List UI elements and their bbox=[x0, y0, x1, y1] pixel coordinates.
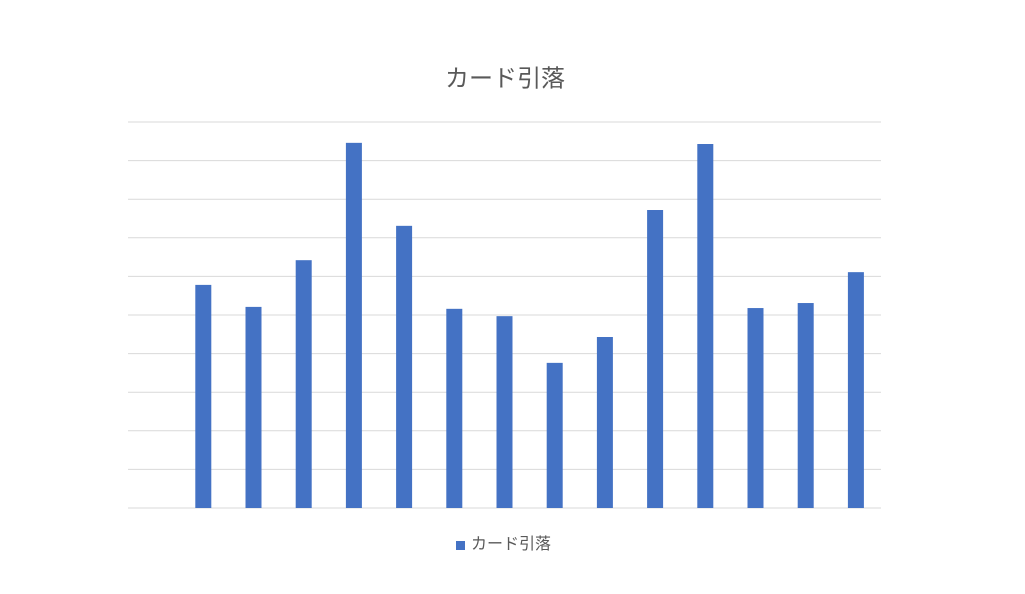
bar bbox=[195, 284, 212, 508]
bar bbox=[847, 272, 864, 508]
bar bbox=[496, 316, 513, 508]
legend-swatch bbox=[456, 541, 465, 550]
legend-label: カード引落 bbox=[471, 535, 551, 553]
bar bbox=[446, 308, 463, 508]
bar bbox=[596, 337, 613, 508]
bar bbox=[747, 308, 764, 508]
bar bbox=[546, 362, 563, 508]
bar bbox=[647, 210, 664, 508]
bar bbox=[245, 306, 262, 508]
bar bbox=[345, 142, 362, 508]
bar bbox=[697, 144, 714, 508]
bar bbox=[295, 260, 312, 508]
chart-title: カード引落 bbox=[445, 65, 565, 92]
bar bbox=[396, 225, 413, 509]
bar bbox=[797, 303, 814, 508]
